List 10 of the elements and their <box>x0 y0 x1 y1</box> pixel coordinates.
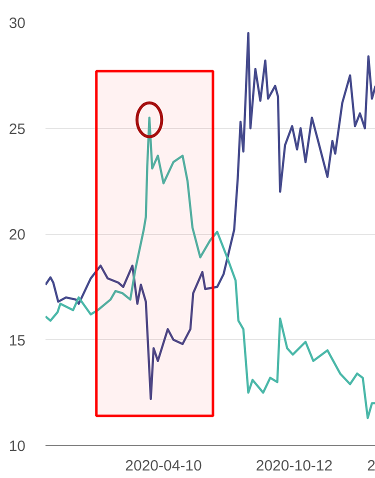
y-tick-label: 30 <box>8 15 26 32</box>
y-tick-label: 25 <box>8 120 26 138</box>
line-series <box>46 32 375 400</box>
y-tick-label: 15 <box>8 332 26 350</box>
x-tick-label: 2020-10-12 <box>256 458 333 474</box>
x-tick-label: 2 <box>367 458 375 474</box>
x-tick-label: 2020-04-10 <box>125 458 202 474</box>
y-tick-label: 10 <box>8 438 26 455</box>
y-tick-label: 20 <box>8 226 26 244</box>
line-series <box>46 116 375 420</box>
